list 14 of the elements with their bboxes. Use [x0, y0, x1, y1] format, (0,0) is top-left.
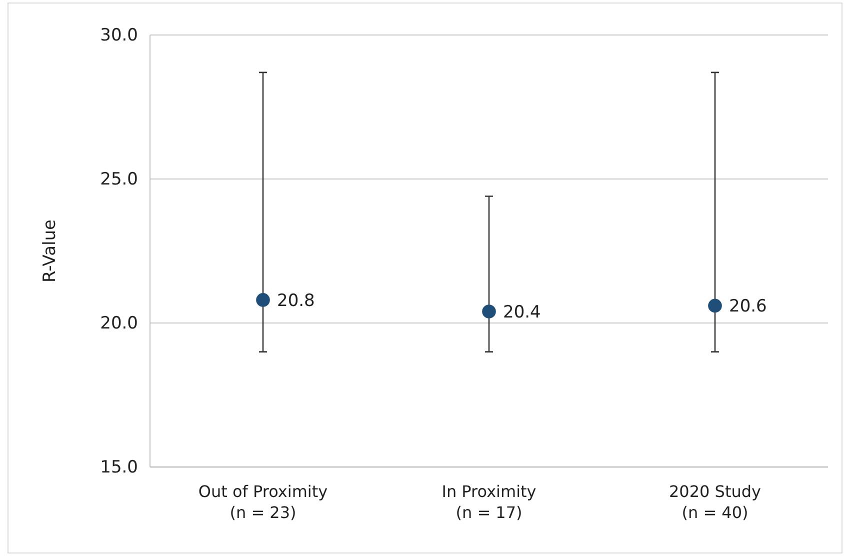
- x-tick-label: Out of Proximity (n = 23): [198, 482, 328, 522]
- x-tick-label: In Proximity (n = 17): [442, 482, 536, 522]
- data-label: 20.4: [503, 302, 541, 322]
- point: [708, 298, 722, 313]
- y-tick-label: 20.0: [100, 313, 138, 334]
- y-axis-title: R-Value: [40, 220, 60, 282]
- point: [256, 293, 270, 307]
- data-label: 20.8: [277, 290, 315, 311]
- y-tick-label: 25.0: [100, 169, 138, 190]
- point: [482, 304, 496, 318]
- x-tick-label: 2020 Study (n = 40): [669, 482, 761, 522]
- y-tick-label: 30.0: [100, 25, 138, 46]
- data-label: 20.6: [729, 296, 767, 317]
- y-tick-label: 15.0: [100, 457, 138, 478]
